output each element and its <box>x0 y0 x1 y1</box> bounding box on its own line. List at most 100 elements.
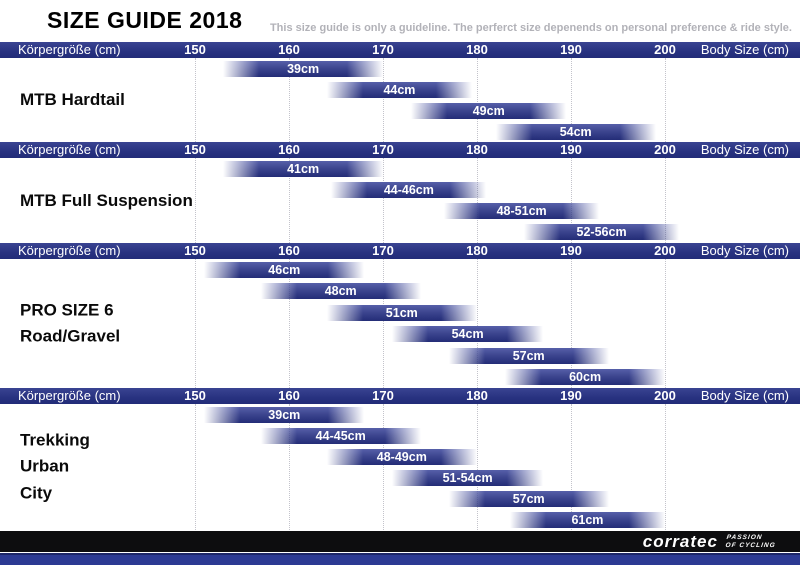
size-range-bar: 52-56cm <box>524 224 680 241</box>
axis-tick-label: 160 <box>278 142 300 157</box>
size-bar-label: 46cm <box>268 262 301 277</box>
size-range-bar: 39cm <box>204 406 365 423</box>
size-bar-label: 52-56cm <box>576 225 627 240</box>
size-range-bar: 57cm <box>448 490 609 507</box>
disclaimer-text: This size guide is only a guideline. The… <box>269 22 792 34</box>
body-size-gridline <box>665 404 666 530</box>
bike-type-label: Trekking Urban City <box>20 427 90 506</box>
size-bar-label: 48-51cm <box>496 204 547 219</box>
size-bar-label: 44-45cm <box>315 428 366 443</box>
footer-stripe <box>0 553 800 565</box>
size-bar-label: 54cm <box>451 327 484 342</box>
size-bar-label: 48cm <box>324 284 357 299</box>
size-bar-label: 44-46cm <box>383 182 434 197</box>
axis-tick-label: 160 <box>278 243 300 258</box>
bike-type-label-line: PRO SIZE 6 <box>20 300 114 320</box>
axis-tick-label: 200 <box>654 243 676 258</box>
body-size-gridline <box>383 158 384 243</box>
size-range-bar: 48-49cm <box>326 448 477 465</box>
body-size-gridline <box>571 259 572 388</box>
bike-type-label-line: MTB Hardtail <box>20 89 125 109</box>
size-range-bar: 48-51cm <box>444 203 600 220</box>
axis-tick-label: 170 <box>372 243 394 258</box>
body-size-gridline <box>289 158 290 243</box>
size-range-bar: 46cm <box>204 261 365 278</box>
body-size-gridline <box>195 158 196 243</box>
size-range-bar: 54cm <box>392 326 543 343</box>
size-bar-label: 54cm <box>559 124 592 139</box>
bike-type-label-line: Trekking <box>20 430 90 450</box>
footer-bar: corratec PASSION OF CYCLING <box>0 531 800 552</box>
axis-tick-label: 150 <box>184 388 206 403</box>
axis-tick-label: 190 <box>560 243 582 258</box>
size-bar-label: 57cm <box>512 491 545 506</box>
size-range-bar: 44-46cm <box>331 181 487 198</box>
bike-type-label: MTB Full Suspension <box>20 187 193 213</box>
bike-type-label: MTB Hardtail <box>20 87 125 113</box>
axis-tick-label: 160 <box>278 42 300 57</box>
brand-tagline-line2: OF CYCLING <box>724 541 776 549</box>
axis-tick-label: 180 <box>466 243 488 258</box>
axis-tick-label: 150 <box>184 142 206 157</box>
size-range-bar: 57cm <box>448 347 609 364</box>
corratec-wordmark: corratec <box>642 532 718 551</box>
axis-tick-label: 150 <box>184 243 206 258</box>
axis-tick-label: 170 <box>372 388 394 403</box>
body-size-gridline <box>665 58 666 142</box>
size-range-bar: 60cm <box>505 369 665 386</box>
body-size-gridline <box>571 158 572 243</box>
axis-header-bar: Körpergröße (cm) Body Size (cm) 150 160 170 1… <box>0 42 800 58</box>
brand-tagline: PASSION OF CYCLING <box>725 534 777 550</box>
axis-tick-label: 190 <box>560 388 582 403</box>
page-title: SIZE GUIDE 2018 <box>47 7 243 33</box>
body-size-gridline <box>477 158 478 243</box>
bike-type-label-line: City <box>20 483 53 503</box>
size-bar-label: 51cm <box>385 305 418 320</box>
axis-header-bar: Körpergröße (cm) Body Size (cm) 150 160 170 1… <box>0 142 800 158</box>
size-bar-label: 39cm <box>287 61 320 76</box>
axis-tick-label: 200 <box>654 388 676 403</box>
brand-tagline-line1: PASSION <box>726 533 763 541</box>
size-range-bar: 44-45cm <box>260 427 421 444</box>
axis-tick-label: 180 <box>466 42 488 57</box>
axis-tick-label: 200 <box>654 142 676 157</box>
body-size-gridline <box>477 58 478 142</box>
bike-type-label-line: Urban <box>20 456 70 476</box>
axis-tick-label: 160 <box>278 388 300 403</box>
axis-left-label: Körpergröße (cm) <box>18 388 121 403</box>
size-range-bar: 44cm <box>326 81 473 98</box>
size-range-bar: 51-54cm <box>392 469 543 486</box>
size-bar-label: 39cm <box>268 407 301 422</box>
axis-tick-label: 150 <box>184 42 206 57</box>
axis-tick-label: 180 <box>466 142 488 157</box>
body-size-gridline <box>289 404 290 530</box>
size-bar-label: 41cm <box>287 161 320 176</box>
size-range-bar: 41cm <box>223 160 383 177</box>
axis-tick-label: 190 <box>560 42 582 57</box>
size-bar-label: 48-49cm <box>376 449 427 464</box>
size-bar-label: 60cm <box>569 370 602 385</box>
size-range-bar: 49cm <box>411 102 567 119</box>
size-bar-label: 51-54cm <box>442 470 493 485</box>
corratec-logo: corratec PASSION OF CYCLING <box>643 533 776 550</box>
axis-right-label: Body Size (cm) <box>700 243 789 258</box>
bike-type-label: PRO SIZE 6 Road/Gravel <box>20 297 120 350</box>
axis-right-label: Body Size (cm) <box>700 388 789 403</box>
bike-type-label-line: Road/Gravel <box>20 326 121 346</box>
axis-right-label: Body Size (cm) <box>700 42 789 57</box>
body-size-gridline <box>383 58 384 142</box>
axis-left-label: Körpergröße (cm) <box>18 42 121 57</box>
axis-left-label: Körpergröße (cm) <box>18 243 121 258</box>
body-size-gridline <box>571 404 572 530</box>
body-size-gridline <box>195 259 196 388</box>
body-size-gridline <box>195 404 196 530</box>
axis-right-label: Body Size (cm) <box>700 142 789 157</box>
axis-tick-label: 190 <box>560 142 582 157</box>
body-size-gridline <box>383 259 384 388</box>
body-size-gridline <box>289 58 290 142</box>
size-range-bar: 61cm <box>509 511 665 528</box>
size-bar-label: 44cm <box>383 82 416 97</box>
body-size-gridline <box>383 404 384 530</box>
